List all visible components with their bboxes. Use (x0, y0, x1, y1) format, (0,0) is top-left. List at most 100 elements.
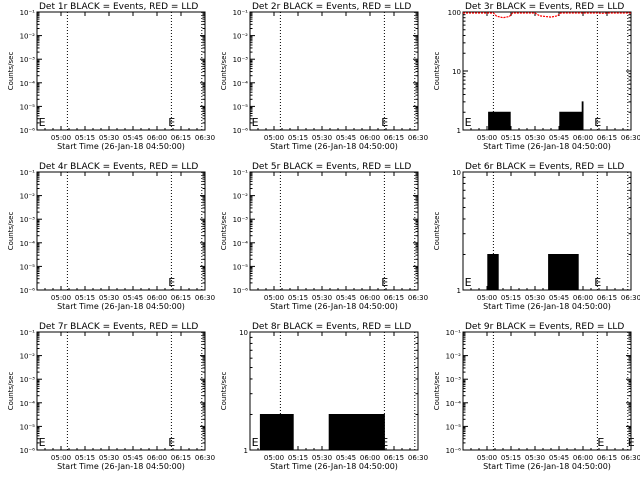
y-tick-label: 10⁻⁶ (20, 287, 36, 295)
event-marker-e: E (628, 436, 635, 449)
y-tick-label: 10⁻⁵ (20, 423, 36, 431)
y-tick-label: 10⁻² (20, 33, 36, 41)
event-marker-e: E (465, 276, 472, 289)
x-tick-label: 05:00 (51, 134, 71, 142)
x-tick-label: 05:45 (123, 454, 143, 462)
x-axis-label: Start Time (26-Jan-18 04:50:00) (270, 142, 398, 151)
x-tick-label: 05:30 (312, 294, 332, 302)
panel-title: Det 9r BLACK = Events, RED = LLD (465, 322, 624, 332)
event-marker-e: E (381, 276, 388, 289)
y-tick-label: 10⁻⁵ (20, 103, 36, 111)
y-tick-label: 10⁻⁴ (20, 80, 36, 88)
event-marker-e: E (39, 116, 46, 129)
x-tick-label: 05:30 (525, 454, 545, 462)
event-marker-e: E (39, 436, 46, 449)
x-tick-label: 06:30 (408, 134, 428, 142)
y-tick-label: 10⁻⁵ (233, 103, 249, 111)
events-series (487, 101, 584, 131)
y-tick-label: 10⁻³ (20, 216, 36, 224)
y-tick-label: 100 (448, 9, 461, 17)
x-axis-label: Start Time (26-Jan-18 04:50:00) (57, 462, 185, 471)
detector-panel-1: Det 1r BLACK = Events, RED = LLD Counts/s… (7, 2, 215, 151)
y-tick-label: 10⁻⁵ (233, 263, 249, 271)
y-tick-label: 10⁻⁴ (20, 240, 36, 248)
x-axis-label: Start Time (26-Jan-18 04:50:00) (270, 302, 398, 311)
x-tick-label: 05:15 (501, 294, 521, 302)
x-tick-label: 05:30 (312, 134, 332, 142)
x-tick-label: 05:30 (525, 134, 545, 142)
x-tick-label: 06:00 (147, 294, 167, 302)
x-tick-label: 05:00 (264, 294, 284, 302)
y-tick-label: 1 (457, 287, 461, 295)
x-tick-label: 05:30 (525, 294, 545, 302)
y-tick-label: 10⁻¹ (20, 9, 36, 17)
y-axis-label: Counts/sec (7, 372, 15, 411)
y-tick-label: 10⁻⁴ (446, 400, 462, 408)
x-tick-label: 05:15 (501, 134, 521, 142)
lld-series (463, 12, 631, 19)
x-tick-label: 05:00 (51, 454, 71, 462)
y-tick-label: 10⁻² (20, 353, 36, 361)
y-tick-label: 10⁻¹ (233, 169, 249, 177)
x-tick-label: 06:00 (573, 454, 593, 462)
events-series (259, 413, 385, 451)
plot-frame (36, 171, 206, 291)
x-tick-label: 06:30 (408, 454, 428, 462)
x-tick-label: 06:30 (195, 454, 215, 462)
x-tick-label: 05:45 (549, 134, 569, 142)
y-tick-label: 10⁻⁵ (446, 423, 462, 431)
x-tick-label: 06:30 (621, 294, 640, 302)
x-tick-label: 06:00 (573, 294, 593, 302)
y-tick-label: 10⁻¹ (446, 329, 462, 337)
detector-panel-8: Det 8r BLACK = Events, RED = LLD Counts/s… (220, 322, 428, 471)
x-tick-label: 05:15 (288, 454, 308, 462)
x-axis-label: Start Time (26-Jan-18 04:50:00) (483, 462, 611, 471)
x-tick-label: 06:00 (360, 294, 380, 302)
panel-title: Det 3r BLACK = Events, RED = LLD (465, 2, 624, 12)
detector-panel-3: Det 3r BLACK = Events, RED = LLD Counts/s… (433, 2, 640, 151)
events-series (487, 253, 579, 291)
x-tick-label: 05:00 (264, 134, 284, 142)
x-tick-label: 05:45 (336, 134, 356, 142)
panel-title: Det 2r BLACK = Events, RED = LLD (252, 2, 411, 12)
y-tick-label: 10 (452, 68, 461, 76)
x-tick-label: 05:15 (75, 134, 95, 142)
x-axis-label: Start Time (26-Jan-18 04:50:00) (270, 462, 398, 471)
x-tick-label: 06:15 (597, 134, 617, 142)
x-tick-label: 05:45 (549, 454, 569, 462)
x-tick-label: 05:30 (99, 454, 119, 462)
y-tick-label: 10⁻⁶ (20, 447, 36, 455)
event-marker-e: E (594, 276, 601, 289)
x-tick-label: 05:00 (477, 134, 497, 142)
x-tick-label: 05:45 (336, 294, 356, 302)
x-tick-label: 06:00 (147, 134, 167, 142)
x-tick-label: 06:00 (360, 454, 380, 462)
x-tick-label: 06:15 (171, 294, 191, 302)
panel-title: Det 7r BLACK = Events, RED = LLD (39, 322, 198, 332)
y-tick-label: 10⁻³ (233, 216, 249, 224)
x-tick-label: 05:45 (336, 454, 356, 462)
x-tick-label: 06:15 (597, 294, 617, 302)
x-tick-label: 06:30 (408, 294, 428, 302)
x-tick-label: 05:45 (123, 294, 143, 302)
x-tick-label: 05:15 (288, 294, 308, 302)
x-axis-label: Start Time (26-Jan-18 04:50:00) (483, 142, 611, 151)
event-marker-e: E (168, 436, 175, 449)
panel-title: Det 5r BLACK = Events, RED = LLD (252, 162, 411, 172)
y-tick-label: 10⁻² (20, 193, 36, 201)
y-axis-label: Counts/sec (433, 212, 441, 251)
y-tick-label: 10⁻² (233, 193, 249, 201)
event-marker-e: E (465, 116, 472, 129)
x-axis-label: Start Time (26-Jan-18 04:50:00) (57, 302, 185, 311)
y-tick-label: 10⁻⁴ (233, 240, 249, 248)
y-tick-label: 10⁻² (233, 33, 249, 41)
y-tick-label: 10⁻³ (20, 56, 36, 64)
y-tick-label: 10⁻⁴ (233, 80, 249, 88)
x-tick-label: 06:15 (171, 134, 191, 142)
x-tick-label: 05:00 (264, 454, 284, 462)
detector-panel-9: Det 9r BLACK = Events, RED = LLD Counts/s… (433, 322, 640, 471)
y-tick-label: 10⁻⁶ (446, 447, 462, 455)
plot-frame (249, 11, 419, 131)
y-tick-label: 10⁻³ (233, 56, 249, 64)
x-tick-label: 05:15 (75, 294, 95, 302)
